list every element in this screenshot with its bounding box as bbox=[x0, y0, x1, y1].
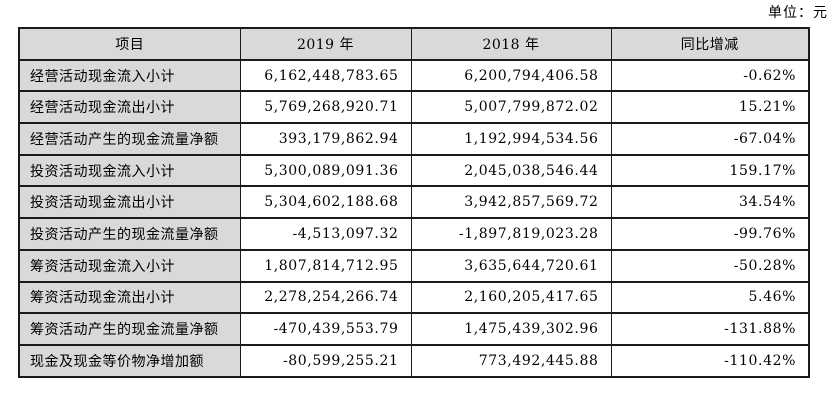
row-yoy-value: -50.28% bbox=[610, 248, 810, 283]
header-yoy: 同比增减 bbox=[610, 27, 810, 61]
row-2018-value: 5,007,799,872.02 bbox=[410, 90, 612, 125]
row-2019-value: -4,513,097.32 bbox=[239, 217, 412, 251]
table-row: 投资活动现金流出小计 5,304,602,188.68 3,942,857,56… bbox=[18, 185, 810, 220]
row-yoy-value: 5.46% bbox=[610, 280, 810, 315]
row-2018-value: 1,192,994,534.56 bbox=[410, 122, 612, 156]
row-2019-value: 5,300,089,091.36 bbox=[239, 153, 412, 188]
header-item: 项目 bbox=[18, 27, 241, 61]
row-2018-value: 2,160,205,417.65 bbox=[410, 280, 612, 315]
row-2018-value: 6,200,794,406.58 bbox=[410, 58, 612, 93]
row-2019-value: 5,304,602,188.68 bbox=[239, 185, 412, 220]
cash-flow-table: 项目 2019 年 2018 年 同比增减 经营活动现金流入小计 6,162,4… bbox=[18, 27, 810, 378]
row-item-label: 投资活动产生的现金流量净额 bbox=[18, 217, 241, 251]
unit-label: 单位：元 bbox=[768, 5, 828, 21]
row-2019-value: 1,807,814,712.95 bbox=[239, 248, 412, 283]
table-row: 经营活动现金流出小计 5,769,268,920.71 5,007,799,87… bbox=[18, 90, 810, 125]
row-item-label: 经营活动现金流入小计 bbox=[18, 58, 241, 93]
row-yoy-value: -110.42% bbox=[610, 343, 810, 378]
header-2018: 2018 年 bbox=[410, 27, 612, 61]
row-item-label: 经营活动产生的现金流量净额 bbox=[18, 122, 241, 156]
table-row: 筹资活动现金流出小计 2,278,254,266.74 2,160,205,41… bbox=[18, 280, 810, 315]
row-yoy-value: 34.54% bbox=[610, 185, 810, 220]
row-2019-value: 6,162,448,783.65 bbox=[239, 58, 412, 93]
table-header-row: 项目 2019 年 2018 年 同比增减 bbox=[18, 27, 810, 61]
row-item-label: 现金及现金等价物净增加额 bbox=[18, 343, 241, 378]
row-2019-value: -80,599,255.21 bbox=[239, 343, 412, 378]
row-item-label: 筹资活动现金流出小计 bbox=[18, 280, 241, 315]
row-2018-value: 3,942,857,569.72 bbox=[410, 185, 612, 220]
row-item-label: 投资活动现金流出小计 bbox=[18, 185, 241, 220]
row-yoy-value: -131.88% bbox=[610, 312, 810, 346]
row-2018-value: 3,635,644,720.61 bbox=[410, 248, 612, 283]
row-2019-value: -470,439,553.79 bbox=[239, 312, 412, 346]
table-row: 经营活动现金流入小计 6,162,448,783.65 6,200,794,40… bbox=[18, 58, 810, 93]
row-yoy-value: 15.21% bbox=[610, 90, 810, 125]
row-2019-value: 2,278,254,266.74 bbox=[239, 280, 412, 315]
table-row: 现金及现金等价物净增加额 -80,599,255.21 773,492,445.… bbox=[18, 343, 810, 378]
table-row: 筹资活动现金流入小计 1,807,814,712.95 3,635,644,72… bbox=[18, 248, 810, 283]
row-2018-value: 2,045,038,546.44 bbox=[410, 153, 612, 188]
table-row: 投资活动产生的现金流量净额 -4,513,097.32 -1,897,819,0… bbox=[18, 217, 810, 251]
row-2018-value: 773,492,445.88 bbox=[410, 343, 612, 378]
row-item-label: 筹资活动现金流入小计 bbox=[18, 248, 241, 283]
table-row: 筹资活动产生的现金流量净额 -470,439,553.79 1,475,439,… bbox=[18, 312, 810, 346]
row-item-label: 经营活动现金流出小计 bbox=[18, 90, 241, 125]
row-item-label: 筹资活动产生的现金流量净额 bbox=[18, 312, 241, 346]
row-2019-value: 5,769,268,920.71 bbox=[239, 90, 412, 125]
row-2018-value: -1,897,819,023.28 bbox=[410, 217, 612, 251]
table-row: 经营活动产生的现金流量净额 393,179,862.94 1,192,994,5… bbox=[18, 122, 810, 156]
row-item-label: 投资活动现金流入小计 bbox=[18, 153, 241, 188]
row-yoy-value: -0.62% bbox=[610, 58, 810, 93]
table-row: 投资活动现金流入小计 5,300,089,091.36 2,045,038,54… bbox=[18, 153, 810, 188]
row-yoy-value: -99.76% bbox=[610, 217, 810, 251]
row-2019-value: 393,179,862.94 bbox=[239, 122, 412, 156]
row-yoy-value: 159.17% bbox=[610, 153, 810, 188]
row-yoy-value: -67.04% bbox=[610, 122, 810, 156]
row-2018-value: 1,475,439,302.96 bbox=[410, 312, 612, 346]
header-2019: 2019 年 bbox=[239, 27, 412, 61]
